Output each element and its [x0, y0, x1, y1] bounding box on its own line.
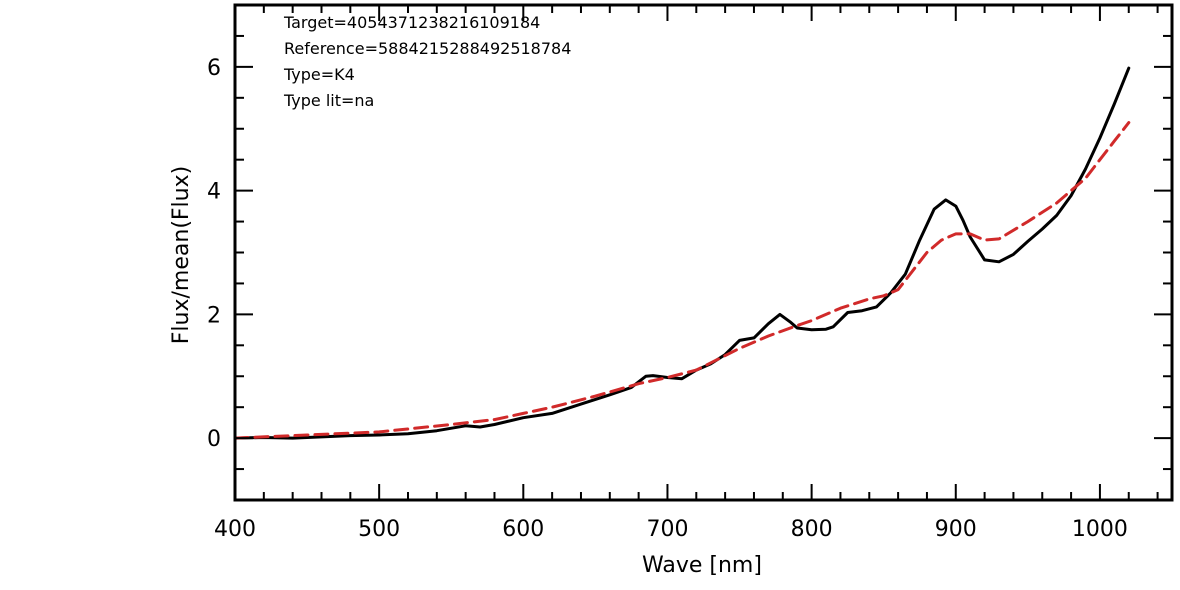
x-tick-label: 800 [791, 517, 833, 542]
annotation-type: Type=K4 [283, 65, 355, 84]
x-tick-label: 900 [935, 517, 977, 542]
y-tick-label: 4 [207, 180, 221, 205]
x-tick-label: 500 [358, 517, 400, 542]
x-tick-label: 1000 [1072, 517, 1128, 542]
annotation-target: Target=4054371238216109184 [283, 13, 540, 32]
y-tick-label: 0 [207, 427, 221, 452]
x-axis-label: Wave [nm] [642, 553, 762, 578]
plot-frame [233, 3, 1174, 502]
annotation-block: Target=4054371238216109184 Reference=588… [283, 13, 571, 110]
y-tick-label: 2 [207, 303, 221, 328]
target-spectrum-line [233, 66, 1131, 440]
reference-spectrum-line [233, 121, 1131, 440]
annotation-type-lit: Type lit=na [283, 91, 374, 110]
annotation-reference: Reference=5884215288492518784 [284, 39, 571, 58]
axes-layer: 400 500 600 700 800 900 1000 0 2 4 6 [207, 3, 1174, 542]
x-tick-label: 400 [214, 517, 256, 542]
x-tick-label: 600 [502, 517, 544, 542]
series-layer [233, 66, 1131, 440]
y-tick-label: 6 [207, 56, 221, 81]
y-axis-label: Flux/mean(Flux) [169, 166, 194, 344]
x-tick-label: 700 [646, 517, 688, 542]
labels-layer: Wave [nm] Flux/mean(Flux) [169, 166, 762, 578]
